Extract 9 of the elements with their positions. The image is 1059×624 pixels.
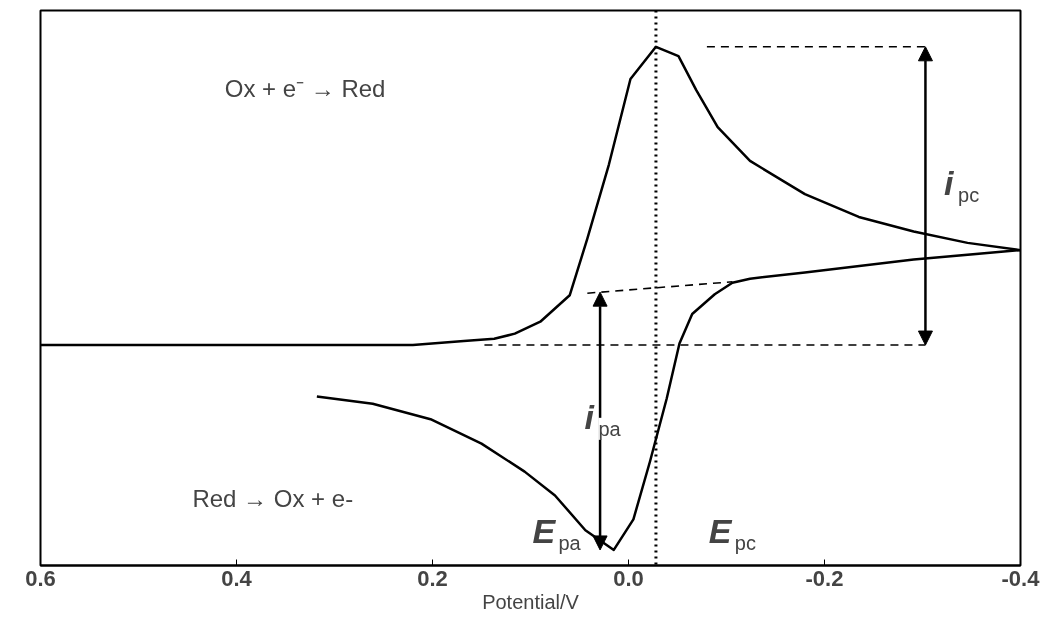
- x-tick-label: 0.0: [613, 565, 644, 591]
- x-tick-label: -0.2: [805, 565, 844, 591]
- x-axis-title: Potential/V: [482, 590, 580, 613]
- x-tick-label: 0.4: [221, 565, 253, 591]
- x-tick-label: 0.2: [417, 565, 448, 591]
- x-tick-label: 0.6: [25, 565, 56, 591]
- x-tick-label: -0.4: [1001, 565, 1041, 591]
- annotation: Ox + e⁻ → Red: [224, 74, 386, 102]
- annotation: Red → Ox + e-: [192, 484, 354, 512]
